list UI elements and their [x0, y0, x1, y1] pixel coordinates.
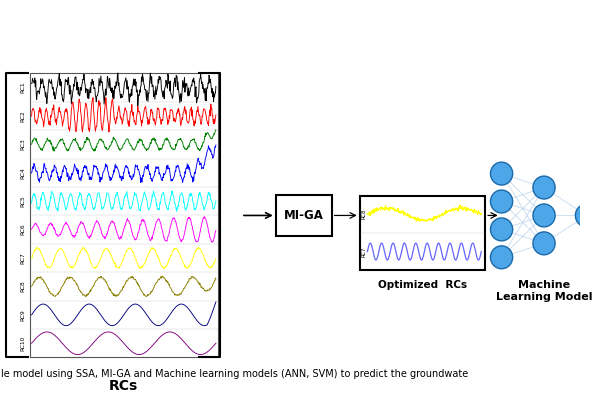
Text: RC9: RC9	[21, 309, 26, 321]
Circle shape	[490, 162, 512, 185]
Text: RC7: RC7	[361, 246, 366, 257]
Text: RC4: RC4	[21, 167, 26, 179]
Text: le model using SSA, MI-GA and Machine learning models (ANN, SVM) to predict the : le model using SSA, MI-GA and Machine le…	[1, 370, 468, 380]
Circle shape	[490, 190, 512, 213]
Text: RCs: RCs	[109, 379, 139, 393]
Circle shape	[490, 218, 512, 241]
Circle shape	[533, 204, 555, 227]
Circle shape	[490, 246, 512, 269]
Text: RC2: RC2	[21, 110, 26, 122]
Circle shape	[533, 176, 555, 199]
Text: RC8: RC8	[361, 209, 366, 219]
Circle shape	[575, 204, 598, 227]
Bar	[29, 74, 218, 358]
Bar	[276, 194, 332, 236]
Text: RC10: RC10	[21, 336, 26, 351]
Text: Optimized  RCs: Optimized RCs	[378, 280, 467, 290]
Bar	[359, 196, 485, 270]
Text: MI-GA: MI-GA	[284, 209, 323, 222]
Text: RC7: RC7	[21, 252, 26, 264]
Text: RC8: RC8	[21, 280, 26, 292]
Circle shape	[533, 232, 555, 255]
Text: Machine
Learning Model: Machine Learning Model	[496, 280, 592, 302]
Text: RC6: RC6	[21, 224, 26, 236]
Text: RC3: RC3	[21, 138, 26, 150]
Text: RC5: RC5	[21, 195, 26, 207]
Text: RC1: RC1	[21, 82, 26, 94]
